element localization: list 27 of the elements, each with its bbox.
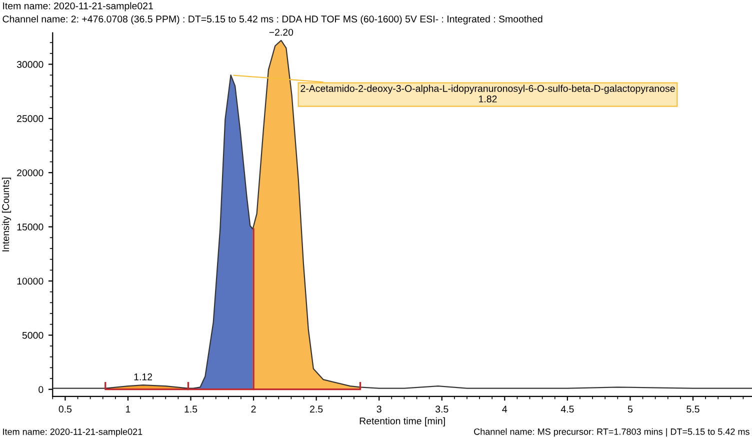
y-tick-label: 15000 [17, 224, 44, 230]
x-tick-label: 3 [376, 406, 382, 413]
y-tick-label: 10000 [17, 278, 44, 285]
y-tick-label: 20000 [17, 169, 44, 176]
x-tick-label: 5 [628, 406, 633, 413]
annotation: 2-Acetamido-2-deoxy-3-O-alpha-L-idopyranuronosyl-6-O-sulfo-beta-D-galactopyranose 1.82 [300, 84, 675, 102]
y-axis-title: Intensity [Counts] [2, 178, 12, 252]
x-tick-label: 5.5 [686, 406, 700, 413]
x-tick-label: 1.5 [184, 406, 198, 413]
annotation: 1.12 [134, 373, 152, 380]
annotation: −2.20 [269, 28, 294, 36]
x-tick-label: 4 [502, 406, 508, 412]
text: Channel name: MS precursor: RT=1.7803 mins | DT=5.15 to 5.42 ms [474, 428, 750, 437]
y-tick-label: 5000 [22, 332, 44, 339]
x-tick-label: 2 [251, 406, 256, 412]
x-tick-label: 1 [126, 406, 130, 412]
x-tick-label: 0.5 [58, 406, 72, 413]
y-tick-label: 25000 [17, 115, 44, 122]
chart-subtitle: Channel name: 2: +476.0708 (36.5 PPM) : DT=5.15 to 5.42 ms : DDA HD TOF MS (60-1600) 5V ESI- : Integrated : Smoothed [2, 15, 542, 24]
x-tick-label: 2.5 [310, 406, 323, 413]
chart-title: Item name: 2020-11-21-sample021 [3, 2, 153, 12]
text: Item name: 2020-11-21-sample021 [3, 428, 142, 437]
y-tick-label: 0 [38, 386, 44, 393]
x-axis-title: Retention time [min] [360, 417, 445, 426]
y-tick-label: 30000 [16, 61, 44, 68]
x-tick-label: 4.5 [560, 406, 574, 413]
x-tick-label: 3.5 [435, 406, 448, 413]
